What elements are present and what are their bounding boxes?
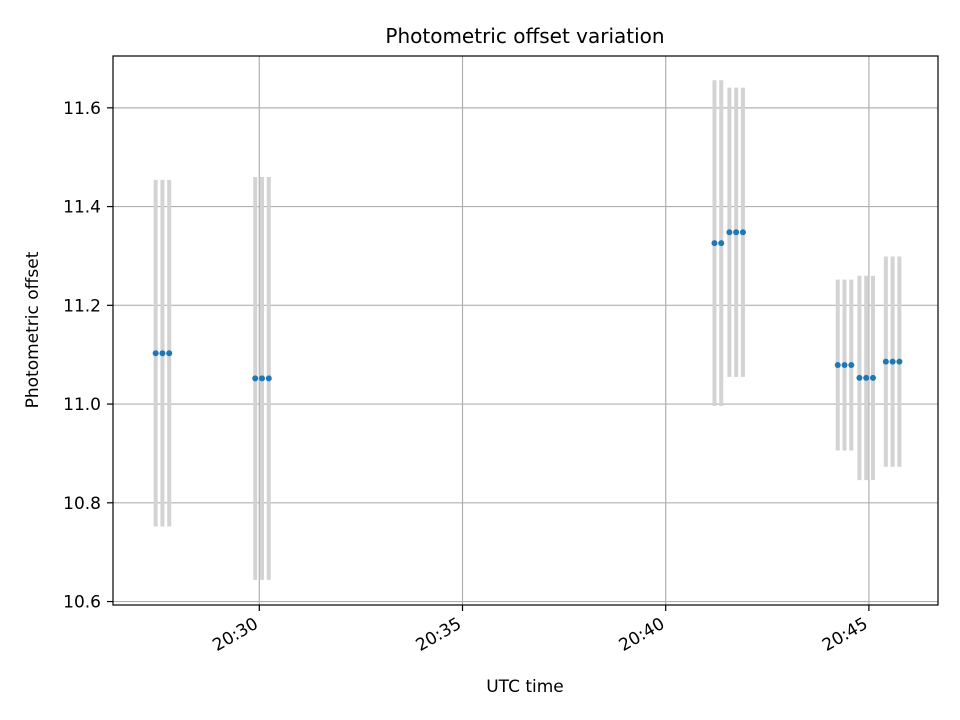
y-axis-title: Photometric offset: [23, 251, 43, 408]
y-tick-label: 11.2: [63, 296, 101, 316]
data-point: [726, 229, 733, 236]
data-point: [882, 358, 889, 365]
data-point: [889, 358, 896, 365]
data-point: [711, 240, 718, 247]
y-tick-label: 10.8: [63, 494, 101, 514]
plot-area-frame: [112, 55, 939, 606]
data-point: [841, 362, 848, 369]
data-point: [252, 375, 259, 382]
data-point: [718, 240, 725, 247]
data-point: [265, 375, 272, 382]
data-point: [834, 362, 841, 369]
data-point: [856, 374, 863, 381]
data-point: [739, 229, 746, 236]
y-tick-label: 11.0: [63, 395, 101, 415]
data-point: [152, 350, 159, 357]
data-point: [896, 358, 903, 365]
x-axis-title: UTC time: [486, 677, 564, 697]
data-point: [259, 375, 266, 382]
marker-layer: [152, 229, 903, 382]
data-point: [869, 374, 876, 381]
grid-layer: [113, 56, 938, 605]
chart-title: Photometric offset variation: [385, 24, 664, 48]
data-point: [166, 350, 173, 357]
data-point: [159, 350, 166, 357]
y-tick-label: 11.6: [63, 99, 101, 119]
data-point: [733, 229, 740, 236]
y-tick-label: 10.6: [63, 593, 101, 613]
data-point: [848, 362, 855, 369]
data-point: [863, 374, 870, 381]
y-tick-label: 11.4: [63, 198, 101, 218]
